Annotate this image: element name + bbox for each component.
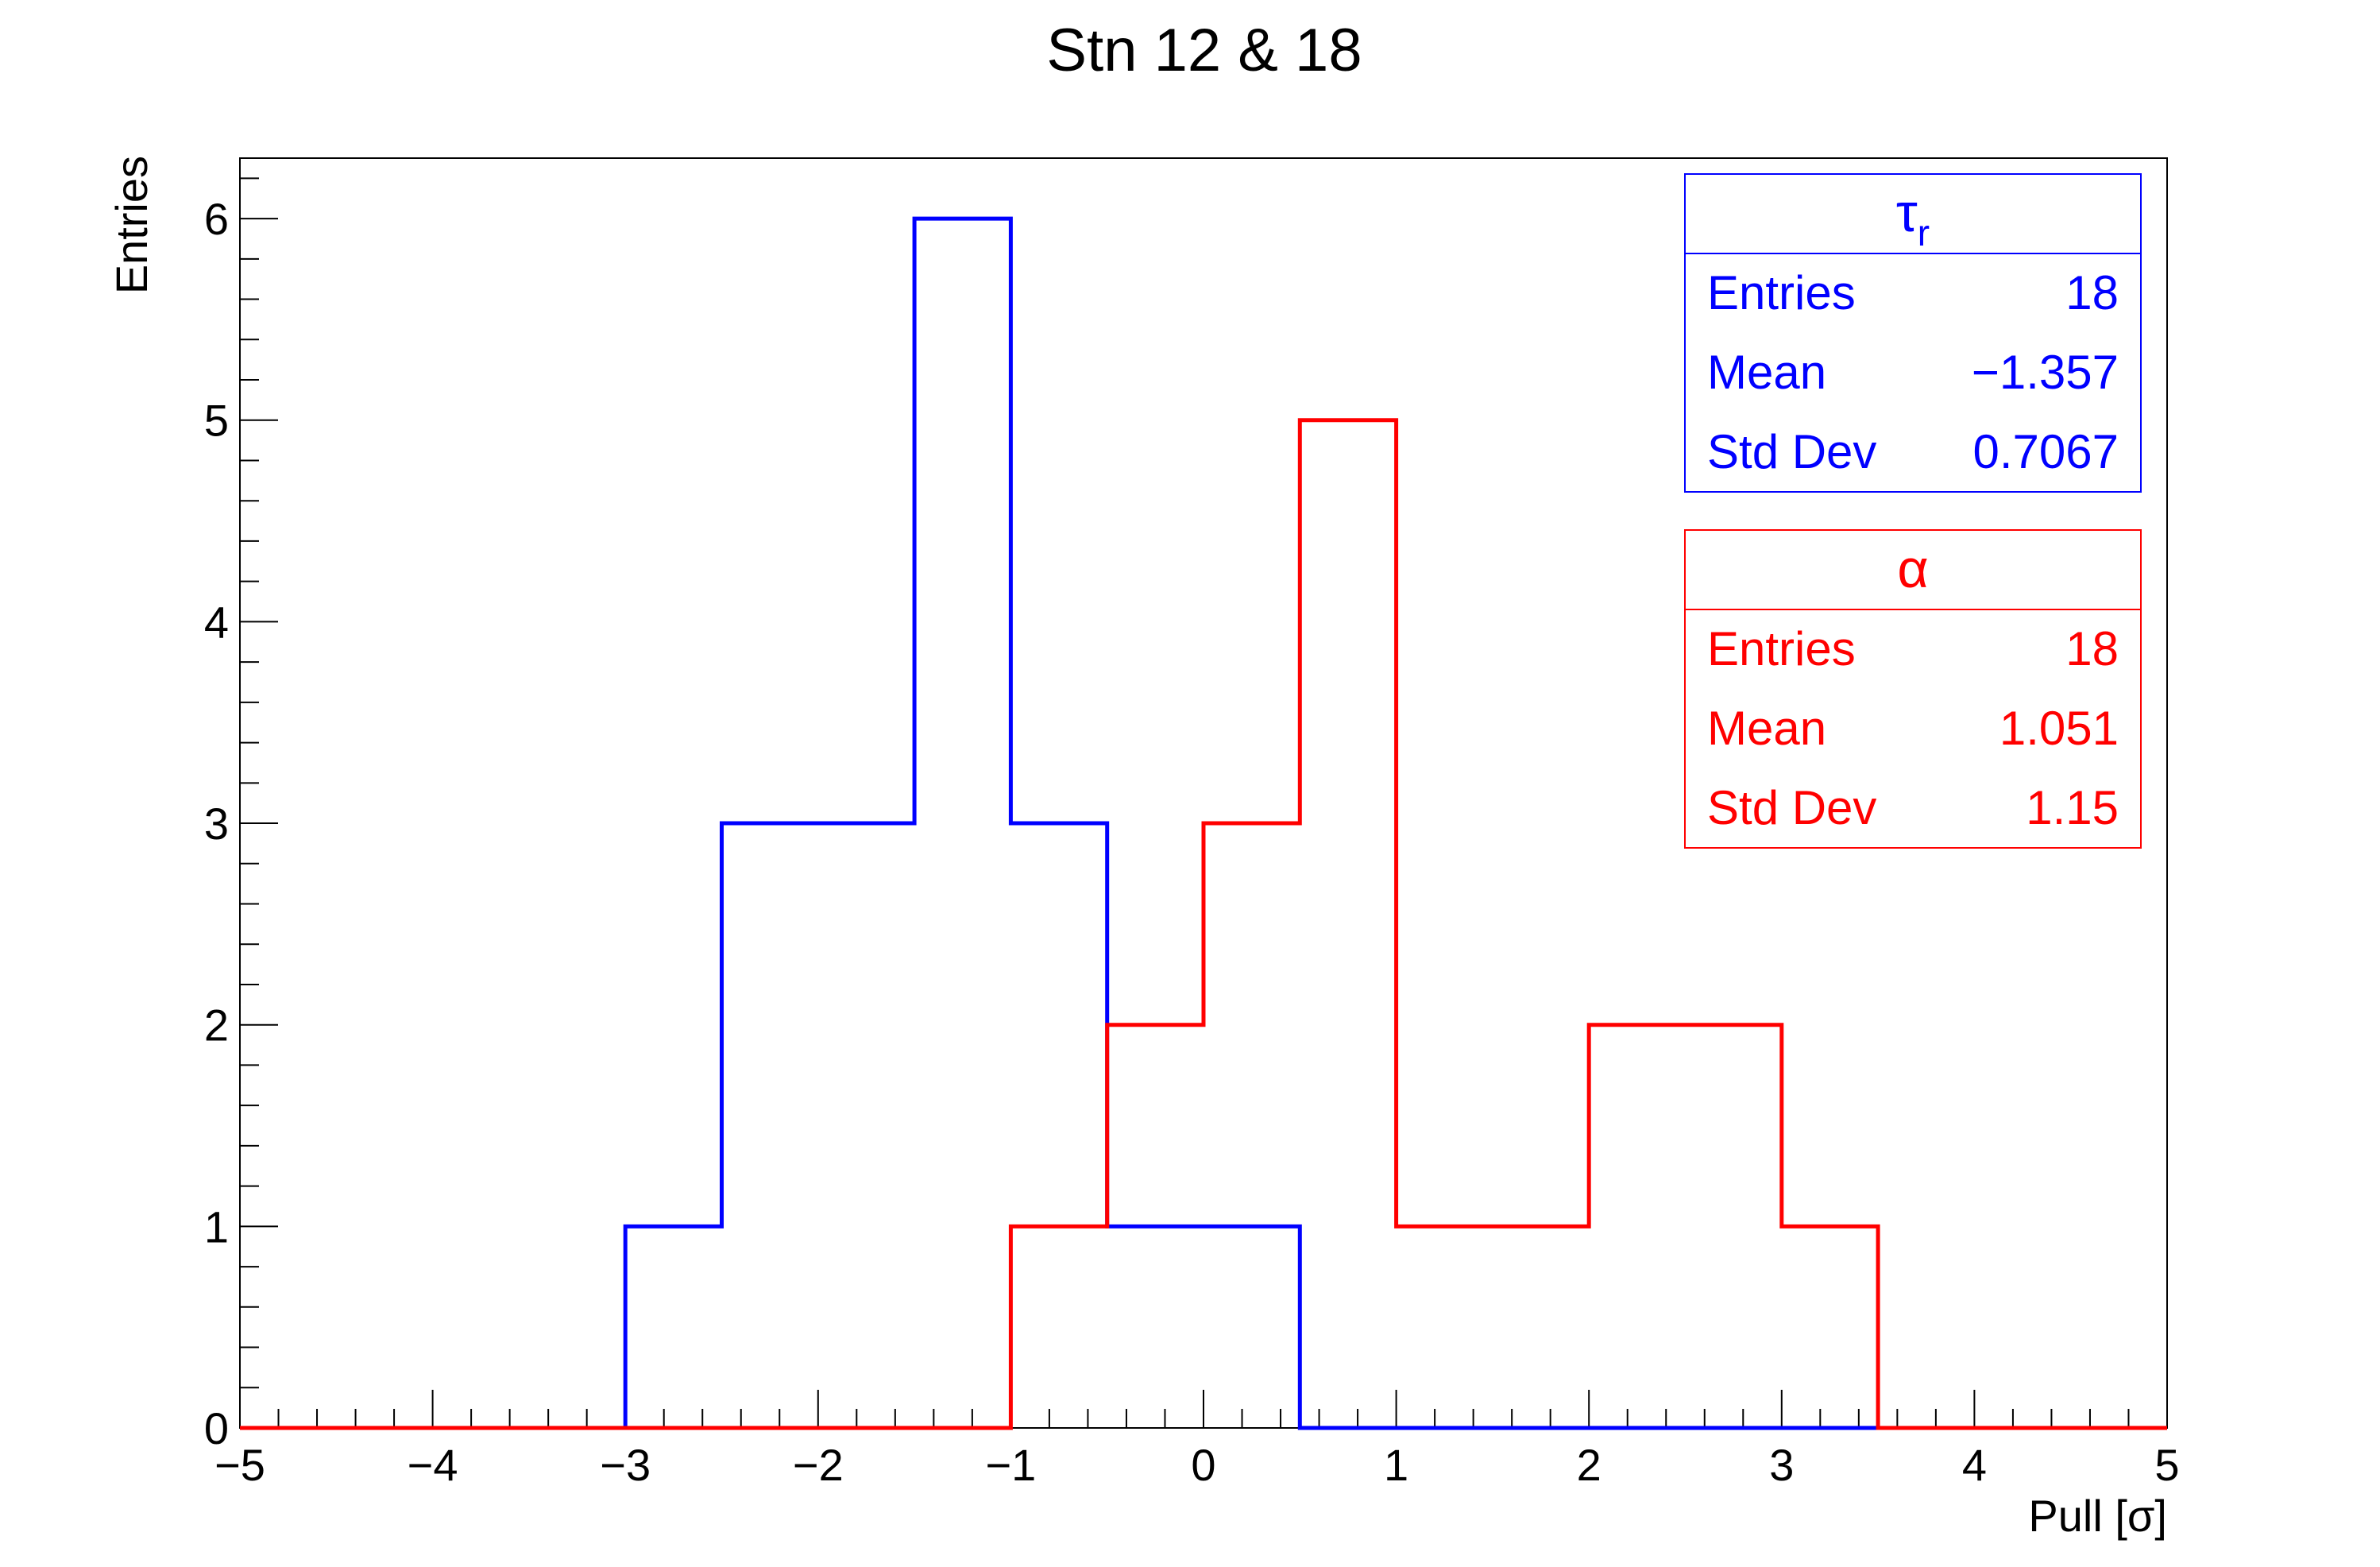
stats-box-frame: [1684, 529, 2142, 849]
y-tick-label: 5: [204, 396, 229, 446]
stats-row-value: 0.7067: [1972, 425, 2119, 478]
x-tick-label: 3: [1769, 1440, 1794, 1490]
stats-box-frame: [1684, 173, 2142, 493]
y-tick-label: 3: [204, 799, 229, 849]
stats-row-label: Mean: [1707, 346, 1826, 399]
stats-row-value: 18: [2065, 622, 2119, 675]
stats-row-label: Mean: [1707, 702, 1826, 755]
stats-row-label: Std Dev: [1707, 425, 1876, 478]
stats-row-label: Std Dev: [1707, 781, 1876, 834]
histogram-series-tau-r: [240, 216, 2167, 1430]
stats-row-value: 1.15: [2026, 781, 2119, 834]
x-tick-label: 2: [1577, 1440, 1601, 1490]
x-tick-label: 1: [1384, 1440, 1408, 1490]
stats-row-label: Entries: [1707, 266, 1856, 319]
y-tick-label: 1: [204, 1201, 229, 1252]
series-layer: [240, 216, 2167, 1430]
x-tick-label: 5: [2154, 1440, 2179, 1490]
x-tick-label: −4: [408, 1440, 458, 1490]
x-tick-label: −2: [793, 1440, 844, 1490]
x-tick-label: 4: [1962, 1440, 1987, 1490]
axes: −5 −4 −3 −2 −1 0 1 2 3 4 5 0 1 2 3 4 5 6: [204, 157, 2180, 1490]
stats-box-title: α: [1897, 539, 1928, 599]
y-tick-label: 0: [204, 1403, 229, 1453]
stats-row-value: 1.051: [1999, 702, 2119, 755]
x-tick-label: 0: [1191, 1440, 1215, 1490]
chart-title: Stn 12 & 18: [1046, 17, 1362, 84]
y-tick-label: 6: [204, 194, 229, 244]
histogram-series-alpha: [240, 418, 2167, 1430]
x-tick-label: −1: [985, 1440, 1036, 1490]
x-tick-label: −3: [600, 1440, 651, 1490]
y-tick-label: 4: [204, 597, 229, 647]
stats-box-title-subscript: r: [1918, 212, 1930, 253]
stats-row-value: 18: [2065, 266, 2119, 319]
stats-box-alpha: α Entries 18 Mean 1.051 Std Dev 1.15: [1684, 529, 2142, 849]
stats-row-label: Entries: [1707, 622, 1856, 675]
y-axis-label: Entries: [106, 156, 156, 294]
stats-row-value: −1.357: [1972, 346, 2119, 399]
x-axis-label: Pull [σ]: [2028, 1491, 2167, 1541]
x-tick-label: −5: [214, 1440, 265, 1490]
y-tick-label: 2: [204, 1000, 229, 1050]
